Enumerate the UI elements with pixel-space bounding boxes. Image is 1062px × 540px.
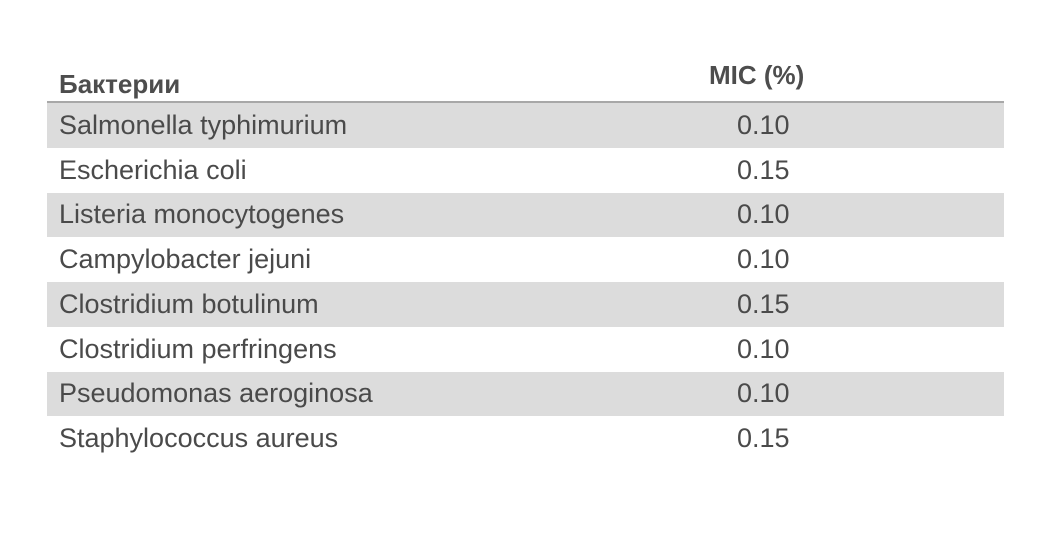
mic-value-cell: 0.10 xyxy=(737,199,790,230)
bacteria-name-cell: Clostridium perfringens xyxy=(59,333,337,364)
mic-value-cell: 0.15 xyxy=(737,154,790,185)
mic-value-cell: 0.10 xyxy=(737,333,790,364)
bacteria-name-cell: Clostridium botulinum xyxy=(59,288,319,319)
bacteria-name-cell: Salmonella typhimurium xyxy=(59,109,348,140)
bacteria-name-cell: Staphylococcus aureus xyxy=(59,423,339,454)
table-row: Escherichia coli 0.15 xyxy=(47,148,1004,193)
column-header-bacteria: Бактерии xyxy=(59,69,181,99)
bacteria-name-cell: Listeria monocytogenes xyxy=(59,199,345,230)
mic-value-cell: 0.10 xyxy=(737,378,790,409)
table-row: Clostridium botulinum 0.15 xyxy=(47,282,1004,327)
bacteria-name-cell: Escherichia coli xyxy=(59,154,247,185)
column-header-mic: MIC (%) xyxy=(709,60,805,90)
table-row: Campylobacter jejuni 0.10 xyxy=(47,237,1004,282)
bacteria-name-cell: Campylobacter jejuni xyxy=(59,244,312,275)
table-row: Clostridium perfringens 0.10 xyxy=(47,327,1004,372)
table-body: Salmonella typhimurium 0.10 Escherichia … xyxy=(47,103,1004,461)
mic-value-cell: 0.10 xyxy=(737,244,790,275)
table-row: Staphylococcus aureus 0.15 xyxy=(47,416,1004,461)
mic-value-cell: 0.15 xyxy=(737,288,790,319)
table-row: Salmonella typhimurium 0.10 xyxy=(47,103,1004,148)
mic-table: Бактерии MIC (%) Salmonella typhimurium … xyxy=(47,56,1004,461)
bacteria-name-cell: Pseudomonas aeroginosa xyxy=(59,378,373,409)
mic-value-cell: 0.15 xyxy=(737,423,790,454)
table-row: Listeria monocytogenes 0.10 xyxy=(47,192,1004,238)
table-row: Pseudomonas aeroginosa 0.10 xyxy=(47,371,1004,417)
mic-value-cell: 0.10 xyxy=(737,109,790,140)
table-header: Бактерии MIC (%) xyxy=(47,56,1004,103)
